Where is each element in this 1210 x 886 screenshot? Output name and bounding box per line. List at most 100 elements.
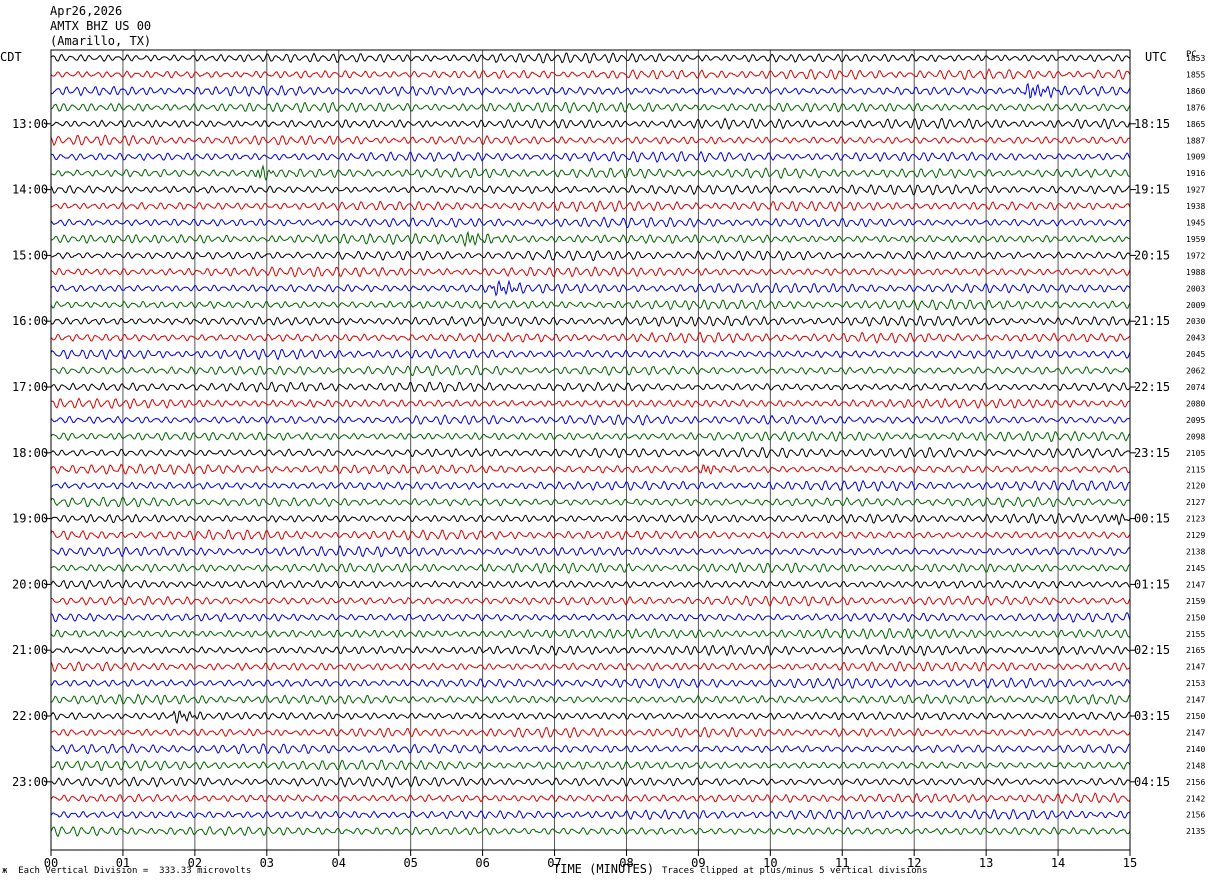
trace-value: 2009 (1186, 301, 1205, 310)
trace-line (50, 68, 1131, 81)
x-tick-label: 12 (907, 856, 921, 870)
plot-date: Apr26,2026 (50, 4, 123, 18)
plot-frame (50, 49, 1131, 851)
trace-line (50, 216, 1131, 229)
footer-mark: ж (2, 866, 8, 876)
left-hour-label: 13:00 (12, 117, 48, 131)
left-timezone-label: CDT (0, 50, 22, 64)
trace-line (50, 528, 1131, 541)
trace-value: 2105 (1186, 449, 1205, 458)
trace-line (50, 230, 1131, 248)
trace-value: 1938 (1186, 202, 1205, 211)
trace-line (50, 183, 1131, 196)
trace-line (50, 792, 1131, 805)
right-hour-label: 02:15 (1134, 643, 1170, 657)
trace-line (50, 348, 1131, 361)
trace-value: 1972 (1186, 251, 1205, 260)
trace-line (50, 414, 1131, 426)
trace-line (50, 365, 1131, 377)
station-location: (Amarillo, TX) (50, 34, 152, 48)
trace-value: 2150 (1186, 613, 1205, 622)
trace-line (50, 677, 1131, 690)
trace-value: 2153 (1186, 679, 1205, 688)
plot-axes: 00 01 02 03 04 05 06 07 08 09 10 11 12 13 14 15 (44, 49, 1137, 870)
trace-value: 2062 (1186, 367, 1205, 376)
trace-value: 2043 (1186, 334, 1205, 343)
x-tick-label: 13 (979, 856, 993, 870)
x-tick-label: 08 (619, 856, 633, 870)
trace-line (50, 249, 1131, 262)
trace-value: 1860 (1186, 87, 1205, 96)
trace-line (50, 279, 1131, 297)
left-hour-label: 16:00 (12, 314, 48, 328)
trace-value: 2147 (1186, 663, 1205, 672)
left-hour-label: 23:00 (12, 775, 48, 789)
left-hour-label: 18:00 (12, 446, 48, 460)
x-tick-label: 07 (547, 856, 561, 870)
trace-value: 2155 (1186, 630, 1205, 639)
trace-value: 2140 (1186, 745, 1205, 754)
trace-line (50, 644, 1131, 657)
trace-line (50, 628, 1131, 640)
trace-value: 2123 (1186, 515, 1205, 524)
trace-line (50, 545, 1131, 558)
right-hour-label: 23:15 (1134, 446, 1170, 460)
trace-line (50, 117, 1131, 131)
division-note: ж Each Vertical Division = 333.33 microv… (2, 866, 251, 876)
trace-value: 2115 (1186, 465, 1205, 474)
trace-line (50, 611, 1131, 624)
right-hour-label: 20:15 (1134, 248, 1170, 262)
trace-value: 2080 (1186, 399, 1205, 408)
trace-line (50, 561, 1131, 574)
right-timezone-label: UTC (1145, 50, 1167, 64)
plot-header: Apr26,2026 AMTX BHZ US 00 (Amarillo, TX) (50, 4, 151, 49)
x-tick-label: 14 (1051, 856, 1065, 870)
trace-value: 2148 (1186, 761, 1205, 770)
x-tick-label: 03 (260, 856, 274, 870)
trace-value: 2127 (1186, 498, 1205, 507)
x-tick-label: 15 (1123, 856, 1137, 870)
trace-value: 2156 (1186, 811, 1205, 820)
x-tick-label: 06 (475, 856, 489, 870)
trace-line (50, 710, 1131, 725)
trace-values: 1853 1855 1860 1876 1865 1887 1909 1916 1927 1938… (1186, 54, 1205, 836)
station-code: AMTX BHZ US 00 (50, 19, 152, 33)
trace-line (50, 315, 1131, 328)
trace-value: 1855 (1186, 70, 1205, 79)
right-hour-label: 04:15 (1134, 775, 1170, 789)
right-hour-label: 03:15 (1134, 709, 1170, 723)
trace-line (50, 826, 1131, 838)
trace-value: 2145 (1186, 564, 1205, 573)
trace-line (50, 52, 1131, 64)
trace-line (50, 164, 1131, 182)
x-tick-label: 10 (763, 856, 777, 870)
trace-value: 2159 (1186, 597, 1205, 606)
trace-line (50, 331, 1131, 344)
right-hour-label: 19:15 (1134, 183, 1170, 197)
trace-value: 2074 (1186, 383, 1205, 392)
trace-line (50, 776, 1131, 789)
trace-value: 1887 (1186, 136, 1205, 145)
trace-value: 2120 (1186, 482, 1205, 491)
left-hour-label: 21:00 (12, 643, 48, 657)
trace-line (50, 150, 1131, 164)
left-hour-label: 19:00 (12, 512, 48, 526)
left-hour-label: 20:00 (12, 577, 48, 591)
x-tick-label: 05 (403, 856, 417, 870)
right-hour-label: 22:15 (1134, 380, 1170, 394)
trace-line (50, 463, 1131, 476)
division-text: Each Vertical Division = 333.33 microvol… (18, 866, 252, 876)
right-column-label: PC (1186, 50, 1197, 60)
trace-line (50, 726, 1131, 739)
trace-value: 1853 (1186, 54, 1205, 63)
trace-value: 2135 (1186, 827, 1205, 836)
trace-value: 1865 (1186, 120, 1205, 129)
right-hour-label: 01:15 (1134, 577, 1170, 591)
trace-line (50, 808, 1131, 821)
trace-line (50, 579, 1131, 590)
trace-value: 2095 (1186, 416, 1205, 425)
trace-value: 1909 (1186, 153, 1205, 162)
trace-line (50, 266, 1131, 278)
trace-value: 2147 (1186, 728, 1205, 737)
